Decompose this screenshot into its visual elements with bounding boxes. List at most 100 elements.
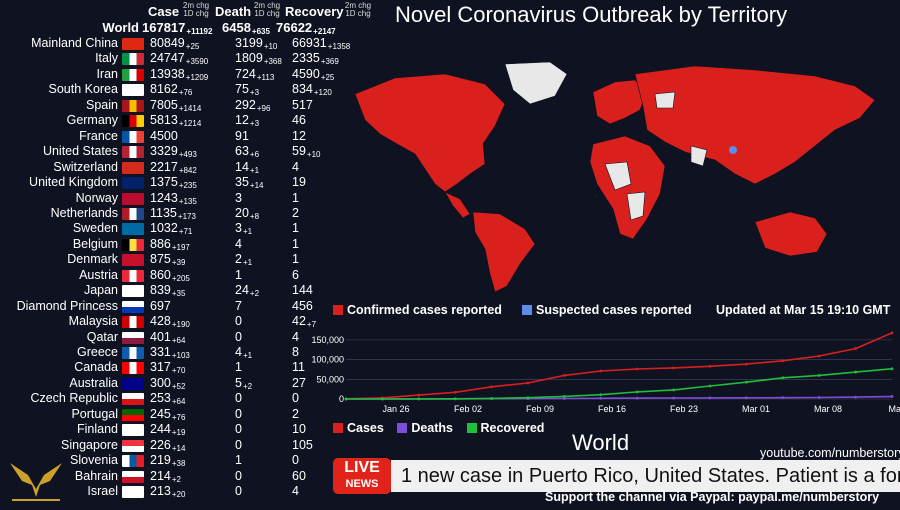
country-name: Singapore — [61, 437, 118, 452]
death-count: 7 — [235, 298, 242, 313]
death-count: 0 — [235, 406, 242, 421]
country-flag-icon — [122, 439, 144, 452]
data-point — [817, 396, 821, 399]
recovery-count: 517 — [292, 97, 313, 112]
country-flag-icon — [122, 115, 144, 128]
x-tick-label: Feb 09 — [526, 404, 554, 414]
data-point — [781, 359, 785, 363]
table-row: Switzerland 2217+842 14+1 4 — [0, 160, 340, 176]
country-name: Diamond Princess — [16, 298, 118, 313]
data-point — [817, 354, 821, 358]
death-count: 4 — [235, 236, 242, 251]
case-count: 13938+1209 — [150, 66, 209, 82]
case-count: 226+14 — [150, 437, 186, 453]
country-flag-icon — [122, 347, 144, 359]
table-row: Norway 1243+135 3 1 — [0, 191, 340, 207]
country-name: Denmark — [67, 252, 118, 267]
table-row: Iran 13938+1209 724+113 4590+25 — [0, 67, 340, 83]
case-count: 2217+842 — [150, 159, 197, 175]
recovery-count: 66931+1358 — [292, 36, 351, 51]
data-point — [635, 367, 639, 371]
live-label: LIVE — [344, 459, 380, 476]
suspected-swatch-icon — [522, 305, 532, 315]
country-name: Slovenia — [70, 453, 118, 468]
country-flag-icon — [122, 470, 144, 483]
table-row: South Korea 8162+76 75+3 834+120 — [0, 82, 340, 98]
table-row: Spain 7805+1414 292+96 517 — [0, 98, 340, 114]
table-row: Malaysia 428+190 0 42+7 — [0, 314, 340, 330]
recovery-count: 60 — [292, 468, 306, 483]
data-point — [708, 384, 712, 388]
case-count: 7805+1414 — [150, 97, 202, 113]
header-recovery: Recovery — [285, 4, 344, 19]
live-news-badge: LIVE NEWS — [333, 458, 391, 494]
country-name: Belgium — [72, 236, 118, 251]
data-point — [490, 385, 493, 389]
confirmed-swatch-icon — [333, 305, 343, 315]
data-point — [490, 397, 493, 400]
map-north-america — [354, 73, 506, 193]
header-death-sub: 2m chg 1D chg — [253, 1, 281, 18]
data-point — [781, 376, 785, 380]
death-count: 14+1 — [235, 159, 260, 175]
recovery-count: 4 — [292, 484, 299, 499]
death-count: 3+1 — [235, 221, 253, 237]
table-row: Canada 317+70 1 11 — [0, 360, 340, 376]
recovery-count: 4 — [292, 159, 299, 174]
case-count: 214+2 — [150, 468, 181, 484]
eagle-logo-icon — [10, 463, 62, 501]
table-row: Mainland China 80849+25 3199+10 66931+1358 — [0, 36, 350, 52]
case-count: 317+70 — [150, 360, 186, 376]
country-flag-icon — [122, 192, 144, 205]
data-point — [453, 397, 457, 401]
map-south-america — [472, 211, 536, 293]
death-count: 75+3 — [235, 82, 260, 98]
recovery-count: 27 — [292, 375, 306, 390]
country-name: Czech Republic — [30, 391, 118, 406]
country-table: Case 2m chg 1D chg Death 2m chg 1D chg R… — [0, 0, 372, 510]
case-count: 860+205 — [150, 267, 190, 283]
paypal-support[interactable]: Support the channel via Paypal: paypal.m… — [545, 490, 880, 504]
case-count: 245+76 — [150, 406, 186, 422]
y-tick-label: 100,000 — [311, 355, 344, 365]
data-point — [672, 388, 675, 392]
chart-y-ticks: 0 50,000 100,000 150,000 — [311, 335, 344, 404]
death-count: 35+14 — [235, 175, 264, 191]
table-row: Denmark 875+39 2+1 1 — [0, 252, 340, 268]
death-count: 292+96 — [235, 97, 271, 113]
table-row: Australia 300+52 5+2 27 — [0, 376, 340, 392]
recovery-count: 2 — [292, 205, 299, 220]
case-count: 8162+76 — [150, 82, 193, 98]
chart-series — [344, 331, 894, 401]
data-point — [599, 393, 603, 397]
country-name: Norway — [75, 190, 118, 205]
table-row: Belgium 886+197 4 1 — [0, 237, 340, 253]
case-count: 886+197 — [150, 236, 190, 252]
recovery-count: 4590+25 — [292, 66, 335, 82]
data-point — [417, 397, 421, 401]
death-count: 12+3 — [235, 113, 260, 129]
country-name: Netherlands — [50, 205, 118, 220]
death-count: 91 — [235, 128, 249, 143]
x-tick-label: Mar 1 — [888, 404, 900, 414]
data-point — [417, 393, 421, 397]
data-point — [563, 397, 566, 400]
data-point — [599, 369, 603, 373]
country-flag-icon — [122, 38, 144, 50]
country-flag-icon — [122, 362, 144, 375]
data-point — [890, 367, 894, 371]
header-death: Death — [215, 4, 252, 19]
y-tick-label: 50,000 — [316, 374, 344, 384]
death-count: 63+6 — [235, 144, 260, 160]
recovery-count: 19 — [292, 175, 306, 190]
country-name: Spain — [86, 97, 118, 112]
data-point — [453, 390, 457, 394]
recovery-count: 1 — [292, 252, 299, 267]
youtube-link[interactable]: youtube.com/numberstory — [760, 446, 900, 460]
country-flag-icon — [122, 146, 144, 159]
table-row: Diamond Princess 697 7 456 — [0, 299, 340, 315]
header-recovery-sub: 2m chg 1D chg — [344, 1, 372, 18]
death-count: 1 — [235, 267, 242, 282]
data-point — [745, 362, 748, 366]
table-row: Greece 331+103 4+1 8 — [0, 345, 340, 361]
